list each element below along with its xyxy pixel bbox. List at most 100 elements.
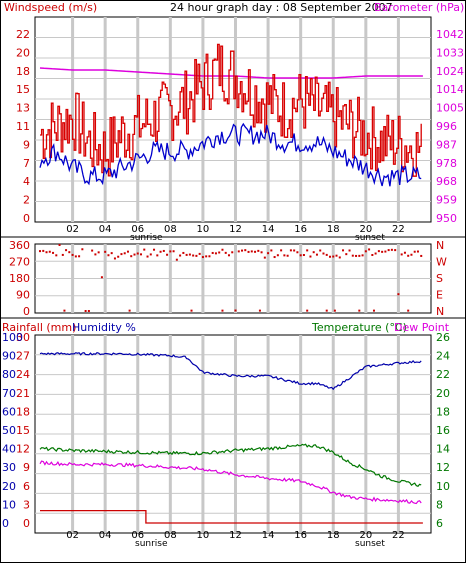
windspeed-tick-label: 4 (23, 175, 30, 188)
windspeed-tick-label: 7 (23, 157, 30, 170)
temperature-tick-label: 10 (436, 480, 450, 493)
wind-direction-point (286, 254, 289, 257)
wind-direction-point (120, 253, 123, 256)
wind-direction-point (65, 249, 68, 252)
wind-direction-point (302, 254, 305, 257)
wind-direction-point (381, 250, 384, 253)
barometer-tick-label: 1042 (436, 28, 464, 41)
direction-tick-label: 180 (9, 272, 30, 285)
sunrise-label-bottom: sunrise (135, 539, 168, 549)
wind-direction-point (257, 249, 260, 252)
wind-direction-point (179, 254, 182, 257)
temperature-tick-label: 8 (436, 498, 443, 511)
wind-direction-point (190, 309, 193, 312)
direction-tick-label: 0 (23, 305, 30, 318)
temperature-label: Temperature (°C) (311, 321, 407, 334)
barometer-tick-label: 1014 (436, 83, 464, 96)
wind-direction-point (351, 254, 354, 257)
barometer-tick-label: 1005 (436, 102, 464, 115)
windspeed-tick-label: 9 (23, 138, 30, 151)
wind-direction-point (113, 257, 116, 260)
wind-direction-point (156, 254, 159, 257)
rain-tick-label: 21 (16, 387, 30, 400)
wind-direction-point (117, 255, 120, 258)
humidity-tick-label: 30 (2, 461, 16, 474)
compass-tick-label: N (436, 239, 444, 252)
rain-tick-label: 12 (16, 443, 30, 456)
windspeed-tick-label: 22 (16, 28, 30, 41)
humidity-tick-label: 80 (2, 368, 16, 381)
wind-direction-point (61, 253, 64, 256)
top-x-tick-label: 14 (262, 224, 275, 235)
temperature-tick-label: 14 (436, 443, 450, 456)
rain-tick-label: 27 (16, 350, 30, 363)
wind-direction-point (348, 249, 351, 252)
windspeed-tick-label: 18 (16, 65, 30, 78)
windspeed-tick-label: 13 (16, 102, 30, 115)
barometer-label: Barometer (hPa) (374, 1, 464, 14)
wind-direction-point (63, 309, 66, 312)
wind-direction-point (94, 253, 97, 256)
wind-direction-point (136, 252, 139, 255)
wind-direction-point (198, 252, 201, 255)
wind-direction-point (123, 252, 126, 255)
wind-direction-point (55, 254, 58, 257)
wind-direction-point (270, 249, 273, 252)
wind-direction-point (110, 252, 113, 255)
wind-direction-point (214, 252, 217, 255)
wind-direction-point (100, 276, 103, 279)
wind-direction-point (234, 309, 237, 312)
bottom-x-tick-label: 12 (229, 530, 242, 541)
humidity-label: Humidity % (72, 321, 136, 334)
wind-direction-point (358, 254, 361, 257)
top-x-tick-label: 16 (294, 224, 307, 235)
rain-tick-label: 24 (16, 368, 30, 381)
wind-direction-point (397, 293, 400, 296)
wind-direction-point (146, 255, 149, 258)
bottom-x-tick-label: 06 (131, 530, 144, 541)
wind-direction-point (188, 253, 191, 256)
direction-tick-label: 270 (9, 256, 30, 269)
rainfall-label: Rainfall (mm) (2, 321, 76, 334)
wind-direction-point (407, 309, 410, 312)
wind-direction-point (293, 249, 296, 252)
wind-direction-point (273, 256, 276, 259)
humidity-tick-label: 0 (2, 517, 9, 530)
wind-direction-point (306, 309, 309, 312)
direction-tick-label: 360 (9, 239, 30, 252)
wind-direction-point (74, 255, 77, 258)
wind-direction-point (201, 256, 204, 259)
top-x-tick-label: 22 (392, 224, 405, 235)
barometer-tick-label: 987 (436, 138, 457, 151)
wind-direction-point (159, 250, 162, 253)
wind-direction-point (254, 250, 257, 253)
windspeed-tick-label: 20 (16, 46, 30, 59)
bottom-x-tick-label: 22 (392, 530, 405, 541)
wind-direction-point (280, 249, 283, 252)
humidity-line (39, 352, 422, 391)
wind-direction-point (211, 251, 214, 254)
wind-direction-point (315, 253, 318, 256)
humidity-tick-label: 20 (2, 480, 16, 493)
wind-direction-point (48, 250, 51, 253)
wind-direction-point (345, 253, 348, 256)
wind-direction-point (153, 248, 156, 251)
wind-direction-point (410, 253, 413, 256)
bottom-x-tick-label: 08 (164, 530, 177, 541)
bottom-x-tick-label: 18 (327, 530, 340, 541)
rain-tick-label: 0 (23, 517, 30, 530)
windspeed-tick-label: 15 (16, 83, 30, 96)
wind-direction-point (250, 250, 253, 253)
wind-direction-point (128, 309, 131, 312)
wind-direction-point (358, 309, 361, 312)
dewpoint-label: Dew Point (394, 321, 450, 334)
top-x-tick-label: 20 (359, 224, 372, 235)
rain-tick-label: 15 (16, 424, 30, 437)
top-x-tick-label: 18 (327, 224, 340, 235)
wind-direction-point (283, 254, 286, 257)
compass-tick-label: E (436, 289, 443, 302)
wind-direction-point (52, 251, 55, 254)
wind-direction-point (325, 253, 328, 256)
wind-direction-point (309, 255, 312, 258)
wind-direction-point (263, 256, 266, 259)
